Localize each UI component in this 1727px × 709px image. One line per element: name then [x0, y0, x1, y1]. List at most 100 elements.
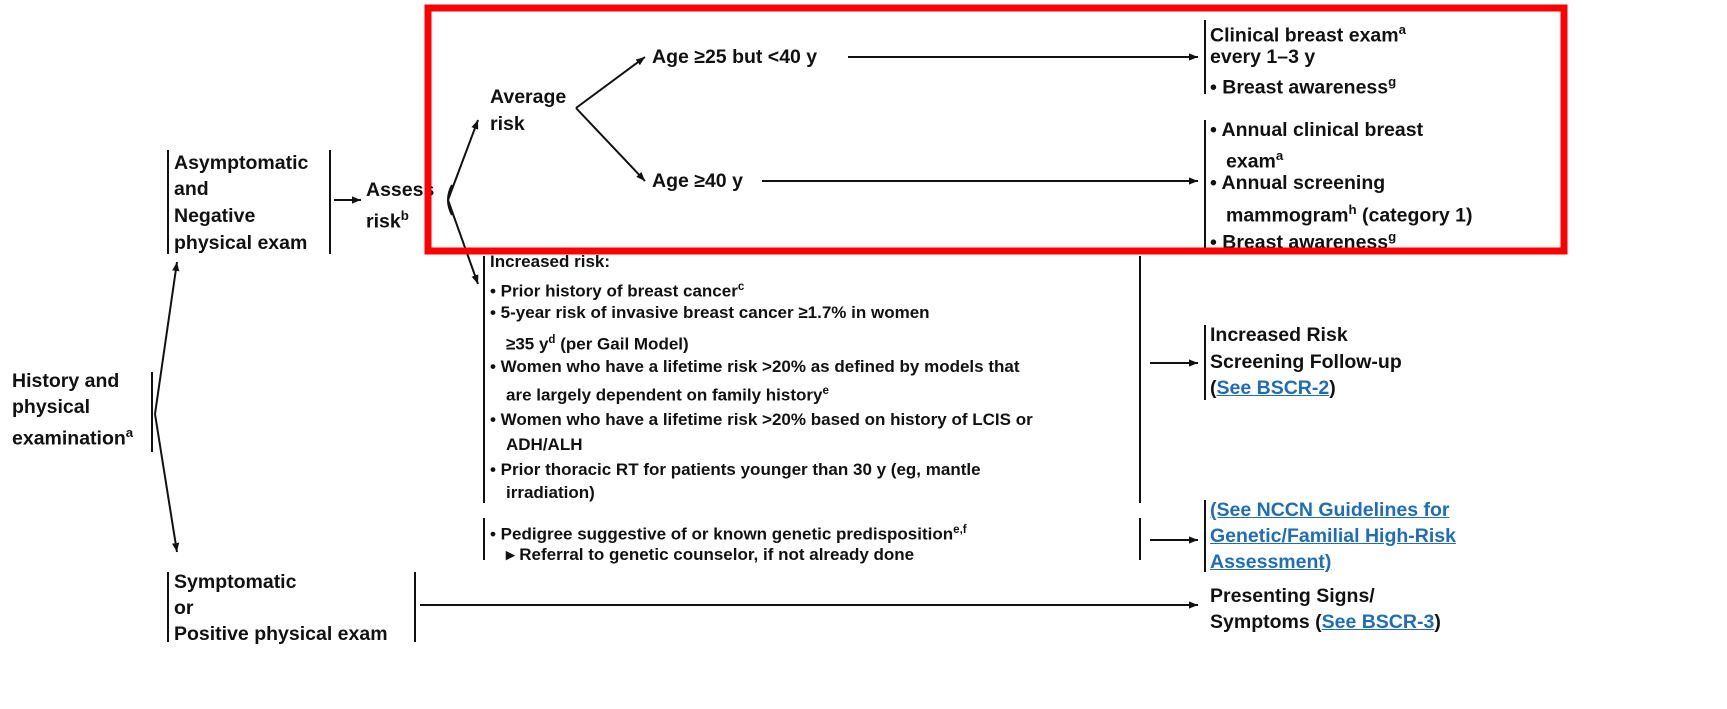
text-line: Increased risk:: [490, 250, 610, 274]
text-line: (See NCCN Guidelines for: [1210, 498, 1449, 522]
label: irradiation): [506, 483, 595, 502]
footnote-ref: b: [400, 208, 409, 223]
arrow: [447, 199, 479, 285]
footnote-ref: d: [548, 334, 556, 346]
label: • Annual screening: [1210, 172, 1386, 194]
arrow: [575, 56, 646, 109]
text-line: irradiation): [506, 481, 595, 505]
reference-link[interactable]: (See NCCN Guidelines for: [1210, 499, 1450, 521]
label: physical exam: [174, 232, 308, 254]
label: • Prior thoracic RT for patients younger…: [490, 460, 981, 479]
text-line: examinationa: [12, 421, 134, 449]
label: Symptomatic: [174, 571, 297, 593]
text-line: (See BSCR-2): [1210, 376, 1336, 400]
footnote-ref: a: [125, 425, 134, 440]
label: ADH/ALH: [506, 435, 583, 454]
label: Age ≥25 but <40 y: [652, 46, 818, 68]
text-line: Average: [490, 85, 566, 109]
label: Increased risk:: [490, 252, 611, 271]
text-line: History and: [12, 369, 119, 393]
label: Symptoms (: [1210, 611, 1322, 633]
label: • Prior history of breast cancer: [490, 281, 738, 301]
footnote-ref: a: [1275, 148, 1284, 163]
label: • Breast awareness: [1210, 231, 1389, 254]
text-line: • Prior thoracic RT for patients younger…: [490, 458, 981, 482]
footnote-ref: a: [1398, 22, 1406, 37]
label: risk: [490, 113, 525, 135]
label: • Breast awareness: [1210, 76, 1389, 99]
label: (per Gail Model): [555, 334, 689, 354]
arrow: [447, 119, 479, 201]
text-line: • Women who have a lifetime risk >20% as…: [490, 355, 1020, 379]
label: ): [1434, 611, 1441, 633]
text-line: Presenting Signs/: [1210, 584, 1375, 608]
label: Increased Risk: [1210, 324, 1348, 346]
text-line: Asymptomatic: [174, 151, 308, 175]
label: Clinical breast exam: [1210, 24, 1399, 47]
reference-link[interactable]: Assessment): [1210, 551, 1332, 573]
text-line: or: [174, 596, 194, 620]
label: Negative: [174, 205, 256, 227]
label: • 5-year risk of invasive breast cancer …: [490, 303, 930, 322]
label: risk: [366, 210, 401, 233]
text-line: Assessment): [1210, 550, 1331, 574]
text-line: exama: [1226, 144, 1284, 172]
label: Presenting Signs/: [1210, 585, 1375, 607]
footnote-ref: e: [822, 385, 829, 397]
reference-link[interactable]: See BSCR-2: [1216, 377, 1330, 399]
text-line: ADH/ALH: [506, 433, 583, 457]
footnote-ref: g: [1388, 229, 1397, 244]
label: (: [1210, 377, 1217, 399]
footnote-ref: c: [737, 281, 745, 293]
arrow: [575, 107, 646, 182]
label: • Women who have a lifetime risk >20% ba…: [490, 410, 1033, 429]
label: are largely dependent on family history: [506, 385, 823, 405]
text-line: • Annual screening: [1210, 171, 1385, 195]
label: Assess: [366, 179, 435, 201]
text-line: Symptoms (See BSCR-3): [1210, 610, 1441, 634]
text-line: Positive physical exam: [174, 622, 388, 646]
label: Positive physical exam: [174, 623, 388, 645]
text-line: Assess: [366, 178, 434, 202]
text-line: ≥35 yd (per Gail Model): [506, 328, 689, 354]
text-line: • Prior history of breast cancerc: [490, 275, 745, 301]
label: ≥35 y: [506, 334, 549, 354]
label: History and: [12, 370, 120, 392]
arrow: [154, 413, 180, 553]
label: examination: [12, 427, 126, 450]
label: Age ≥40 y: [652, 170, 743, 192]
text-line: • 5-year risk of invasive breast cancer …: [490, 301, 930, 325]
text-line: ▸ Referral to genetic counselor, if not …: [506, 543, 914, 567]
reference-link[interactable]: See BSCR-3: [1321, 611, 1435, 633]
label: ▸ Referral to genetic counselor, if not …: [506, 545, 915, 564]
text-line: Screening Follow-up: [1210, 350, 1402, 374]
label: exam: [1226, 150, 1276, 173]
text-line: physical exam: [174, 231, 307, 255]
text-line: physical: [12, 395, 90, 419]
label: mammogram: [1226, 204, 1349, 227]
text-line: • Women who have a lifetime risk >20% ba…: [490, 408, 1033, 432]
text-line: • Annual clinical breast: [1210, 118, 1423, 142]
arrow: [154, 261, 180, 415]
text-line: Genetic/Familial High-Risk: [1210, 524, 1456, 548]
label: or: [174, 597, 194, 619]
label: Asymptomatic: [174, 152, 309, 174]
footnote-ref: g: [1388, 74, 1397, 89]
text-line: Age ≥40 y: [652, 169, 743, 193]
label: • Annual clinical breast: [1210, 119, 1424, 141]
text-line: risk: [490, 112, 525, 136]
label: Average: [490, 86, 567, 108]
text-line: every 1–3 y: [1210, 45, 1315, 69]
label: (category 1): [1356, 204, 1473, 227]
reference-link[interactable]: Genetic/Familial High-Risk: [1210, 525, 1456, 547]
text-line: and: [174, 177, 209, 201]
text-line: Negative: [174, 204, 255, 228]
label: Screening Follow-up: [1210, 351, 1402, 373]
label: ): [1329, 377, 1336, 399]
text-line: Age ≥25 but <40 y: [652, 45, 817, 69]
text-line: • Pedigree suggestive of or known geneti…: [490, 518, 967, 543]
text-line: • Breast awarenessg: [1210, 70, 1397, 98]
label: every 1–3 y: [1210, 46, 1316, 68]
text-line: • Breast awarenessg: [1210, 225, 1397, 253]
